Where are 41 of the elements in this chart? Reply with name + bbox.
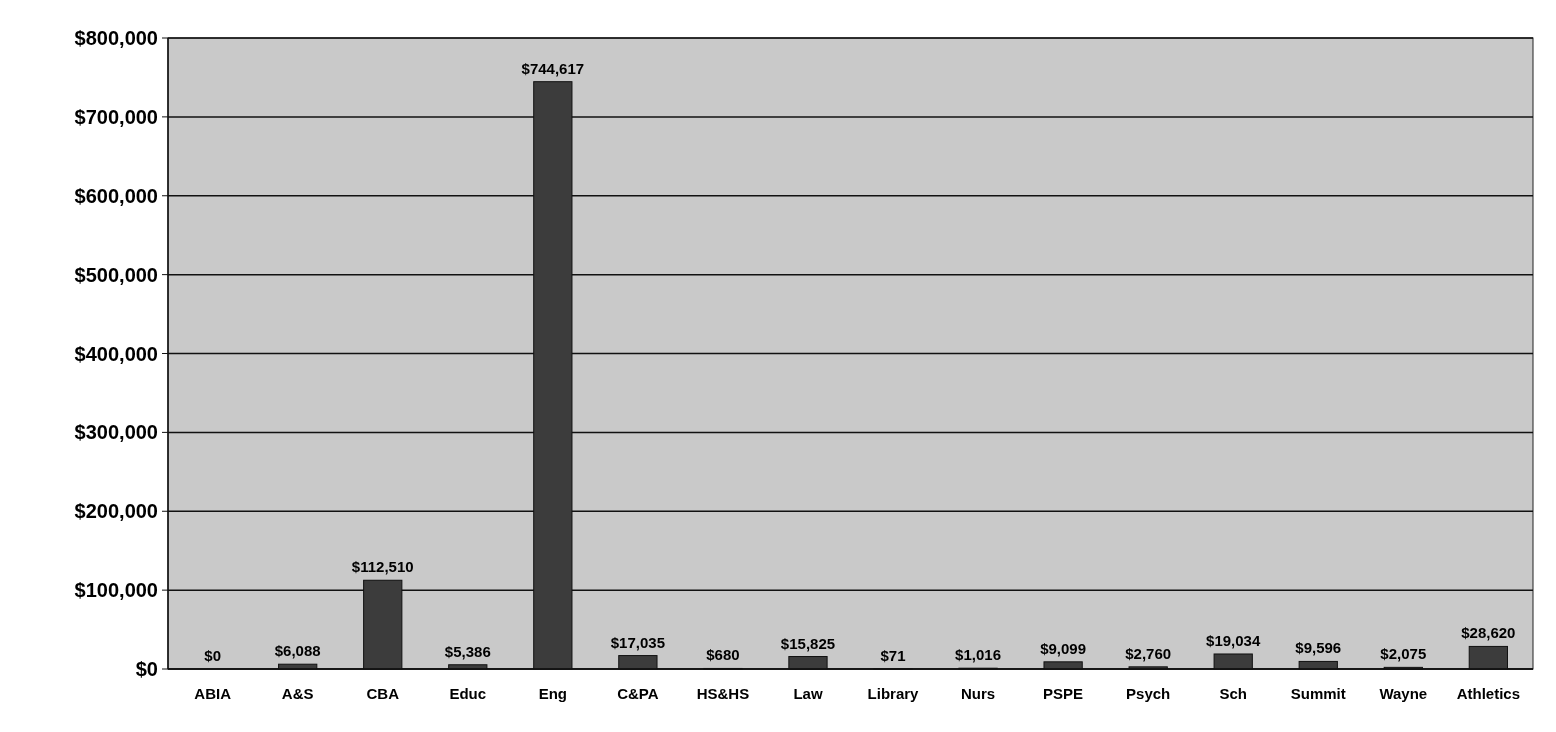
y-tick-label: $0 <box>135 658 158 680</box>
data-label: $9,099 <box>1040 639 1087 657</box>
data-label: $680 <box>706 646 740 664</box>
data-label: $28,620 <box>1461 624 1516 642</box>
data-label: $744,617 <box>521 59 585 77</box>
x-tick-label: Library <box>867 685 920 702</box>
x-tick-label: CBA <box>366 685 400 702</box>
y-tick-label: $100,000 <box>74 579 158 602</box>
y-tick-label: $300,000 <box>74 421 158 444</box>
x-tick-label: Athletics <box>1456 685 1521 702</box>
data-label: $0 <box>204 647 221 664</box>
x-tick-label: Wayne <box>1379 685 1428 702</box>
y-tick-label: $500,000 <box>74 263 158 286</box>
x-tick-label: HS&HS <box>696 685 750 702</box>
x-tick-label: Summit <box>1290 685 1346 702</box>
data-label: $17,035 <box>610 633 665 651</box>
x-tick-label: Psych <box>1126 685 1171 702</box>
x-tick-label: C&PA <box>617 685 659 702</box>
data-label: $15,825 <box>780 634 836 652</box>
y-tick-label: $400,000 <box>74 342 158 365</box>
y-tick-label: $200,000 <box>74 500 158 523</box>
data-label: $6,088 <box>274 642 321 660</box>
x-tick-label: Law <box>793 685 823 702</box>
data-label: $19,034 <box>1206 631 1261 649</box>
y-tick-label: $700,000 <box>74 105 158 128</box>
x-tick-label: Educ <box>449 685 487 702</box>
data-label: $9,596 <box>1295 639 1342 657</box>
data-label: $1,016 <box>955 646 1002 664</box>
data-label: $5,386 <box>444 642 491 660</box>
x-tick-label: A&S <box>281 685 314 702</box>
x-tick-label: Sch <box>1219 685 1247 702</box>
data-label: $71 <box>880 646 906 664</box>
data-label: $112,510 <box>351 558 414 576</box>
x-tick-label: Nurs <box>960 685 996 702</box>
x-tick-label: Eng <box>538 685 568 702</box>
data-label: $2,760 <box>1125 644 1172 662</box>
y-tick-label: $800,000 <box>74 27 158 49</box>
x-tick-label: ABIA <box>194 685 232 702</box>
x-tick-label: PSPE <box>1043 685 1084 702</box>
y-tick-label: $600,000 <box>74 184 158 207</box>
data-label: $2,075 <box>1380 645 1427 663</box>
